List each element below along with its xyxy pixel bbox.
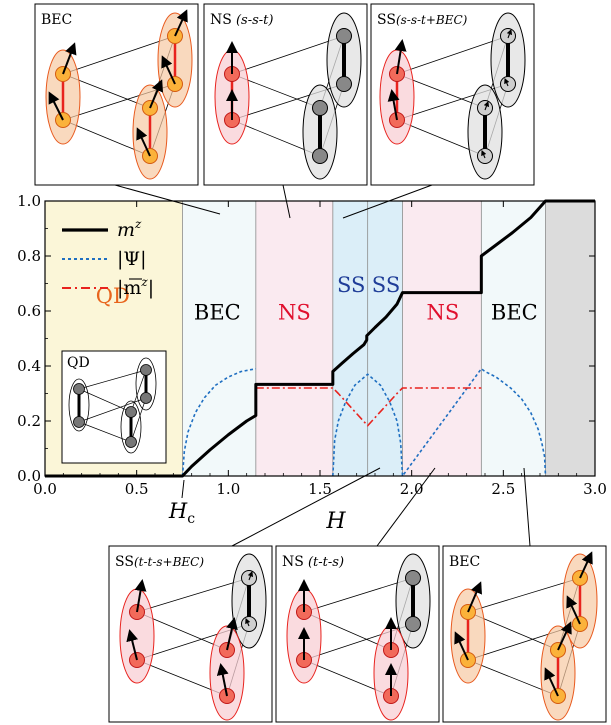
panel-bottom-ss-title: SS(t-t-s+BEC): [115, 554, 204, 570]
phase-region-1: [182, 201, 256, 476]
panel-top-ns: NS (s-s-t): [203, 3, 368, 186]
y-tick-label: 0.4: [17, 357, 41, 375]
y-tick-label: 1.0: [17, 192, 41, 210]
legend: mz |Ψ| |mz|: [62, 217, 154, 299]
y-tick-label: 0.2: [17, 412, 41, 430]
series-psi-0: [181, 367, 256, 477]
phase-region-7: [545, 201, 595, 476]
phase-label-6: BEC: [491, 300, 538, 324]
panel-top-bec: BEC: [34, 3, 199, 186]
bottom-panels: SS(t-t-s+BEC): [108, 545, 607, 723]
x-tick-label: 0.0: [33, 480, 57, 498]
series-psi-1: [332, 367, 547, 477]
phase-region-2: [255, 201, 333, 476]
legend-label-psi: |Ψ|: [117, 248, 146, 270]
inset-qd: QD: [61, 350, 167, 464]
phase-label-1: BEC: [194, 300, 241, 324]
inset-qd-title: QD: [67, 355, 90, 371]
legend-label-mz: mz: [117, 217, 142, 241]
phase-regions: [45, 201, 595, 476]
x-tick-label: 2.5: [491, 480, 515, 498]
x-tick-label: 0.5: [125, 480, 149, 498]
axis-ticks: 0.0 0.5 1.0 1.5 2.0 2.5 3.0 0.0 0.2 0.4 0.6 0.8 1.0: [17, 192, 607, 498]
svg-text:|mz|: |mz|: [117, 275, 154, 299]
x-tick-label: 1.0: [216, 480, 240, 498]
critical-field-pointer: [181, 479, 185, 499]
panel-top-ns-title: NS (s-s-t): [210, 12, 273, 28]
series-mz-0: [45, 199, 595, 478]
panel-bottom-ns-title: NS (t-t-s): [282, 554, 344, 570]
series-layer: [45, 199, 595, 478]
svg-text:Hc: Hc: [168, 499, 195, 527]
panel-bottom-bec: BEC: [442, 545, 607, 723]
phase-label-3: SS: [337, 273, 365, 297]
series-mbar-0: [255, 387, 482, 427]
panel-bottom-ss: SS(t-t-s+BEC): [108, 545, 273, 723]
x-axis-label: H: [325, 509, 346, 534]
phase-label-4: SS: [372, 273, 400, 297]
panel-top-ss: SS(s-s-t+BEC): [370, 3, 535, 186]
panel-bottom-bec-title: BEC: [449, 554, 480, 570]
x-tick-label: 3.0: [583, 480, 607, 498]
y-tick-label: 0.0: [17, 467, 41, 485]
top-panels: BEC NS: [34, 3, 535, 186]
y-tick-label: 0.8: [17, 247, 41, 265]
x-tick-label: 2.0: [400, 480, 424, 498]
panel-connectors: [114, 184, 531, 547]
legend-label-mbar: |mz|: [117, 275, 154, 299]
critical-field-label: Hc: [168, 499, 195, 527]
phase-region-6: [481, 201, 546, 476]
phase-region-3: [332, 201, 368, 476]
phase-label-2: NS: [278, 300, 311, 324]
panel-bottom-ns: NS (t-t-s): [275, 545, 440, 723]
panel-top-ss-title: SS(s-s-t+BEC): [377, 12, 468, 28]
phase-region-4: [367, 201, 403, 476]
critical-label-main: H: [168, 499, 188, 523]
panel-top-bec-title: BEC: [41, 12, 72, 28]
y-tick-label: 0.6: [17, 302, 41, 320]
phase-region-5: [402, 201, 482, 476]
phase-label-5: NS: [426, 300, 459, 324]
x-tick-label: 1.5: [308, 480, 332, 498]
critical-label-sub: c: [187, 511, 195, 527]
